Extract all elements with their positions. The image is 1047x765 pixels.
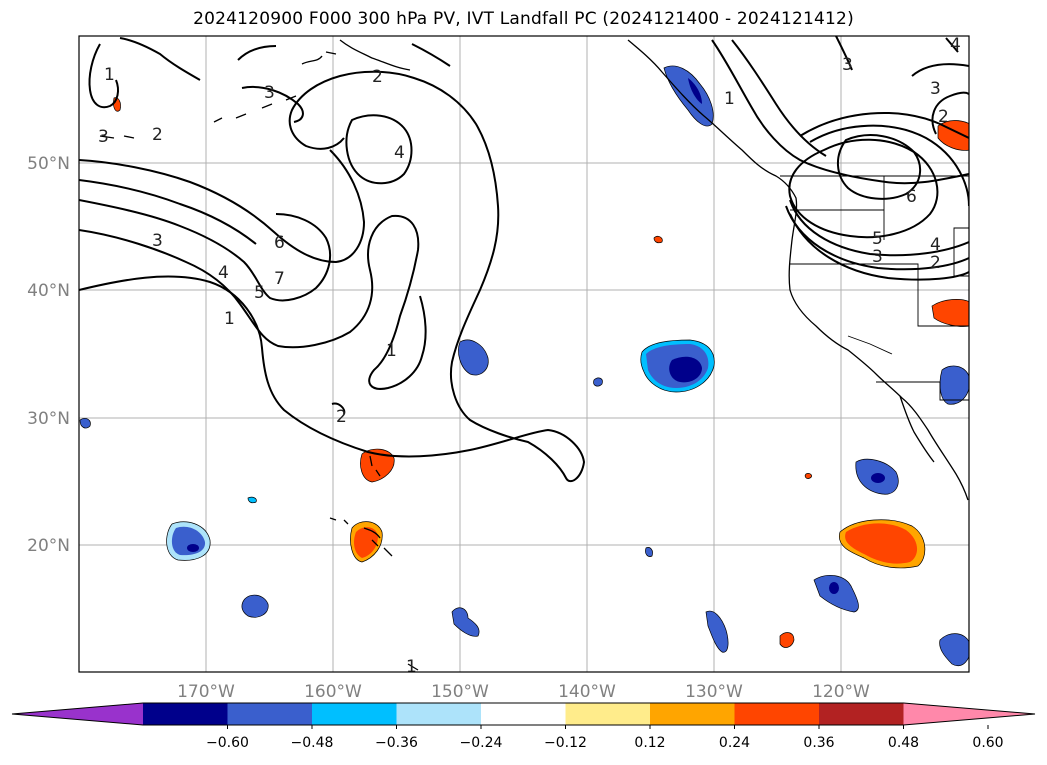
contour-label: 5 <box>872 229 883 249</box>
colorbar-tick-label: 0.48 <box>888 735 919 751</box>
colorbar-segment <box>734 703 820 725</box>
colorbar-segment <box>143 703 228 725</box>
colorbar-segment <box>312 703 397 725</box>
contour-label: 3 <box>98 127 109 147</box>
colorbar-extend-low <box>12 703 143 725</box>
lon-label: 160°W <box>304 682 362 702</box>
colorbar-outline <box>11 702 1036 726</box>
map-title: 2024120900 F000 300 hPa PV, IVT Landfall… <box>193 9 854 29</box>
contour-label: 1 <box>224 309 235 329</box>
lon-label: 120°W <box>812 682 870 702</box>
colorbar-tick-label: −0.60 <box>206 735 249 751</box>
coastlines <box>99 39 969 671</box>
pv-contour-labels: 1 3 2 3 2 4 3 4 5 6 7 1 1 2 1 3 2 3 4 6 … <box>98 35 961 677</box>
contour-label: 4 <box>930 235 941 255</box>
lat-label: 20°N <box>27 536 70 556</box>
contour-label: 3 <box>152 231 163 251</box>
colorbar: −0.60 −0.48 −0.36 −0.24 −0.12 0.12 0.24 0.36 0.4… <box>11 702 1036 751</box>
latitude-labels: 50°N 40°N 30°N 20°N <box>27 154 70 556</box>
contour-label: 1 <box>724 89 735 109</box>
lon-label: 140°W <box>558 682 616 702</box>
lon-label: 130°W <box>685 682 743 702</box>
contour-label: 3 <box>930 79 941 99</box>
map-plot-area <box>79 36 969 672</box>
colorbar-segment <box>819 703 904 725</box>
colorbar-tick-label: 0.12 <box>634 735 665 751</box>
lat-label: 50°N <box>27 154 70 174</box>
contour-label: 1 <box>104 65 115 85</box>
colorbar-tick-label: −0.48 <box>291 735 334 751</box>
gridlines <box>79 36 969 672</box>
map-frame <box>78 35 970 673</box>
contour-label: 4 <box>394 143 405 163</box>
colorbar-segment <box>565 703 651 725</box>
contour-label: 1 <box>386 341 397 361</box>
colorbar-tick-label: −0.12 <box>544 735 587 751</box>
ivt-anomaly-shading <box>79 65 969 667</box>
contour-label: 2 <box>930 253 941 273</box>
contour-label: 2 <box>152 125 163 145</box>
contour-label: 7 <box>274 269 285 289</box>
contour-label: 3 <box>842 55 853 75</box>
pv-contours <box>79 36 969 483</box>
lon-label: 150°W <box>431 682 489 702</box>
contour-label: 2 <box>336 407 347 427</box>
colorbar-segment <box>481 703 566 725</box>
lat-label: 30°N <box>27 409 70 429</box>
colorbar-segment <box>227 703 313 725</box>
contour-label: 6 <box>274 233 285 253</box>
contour-label: 3 <box>264 83 275 103</box>
lon-label: 170°W <box>177 682 235 702</box>
colorbar-segment <box>396 703 482 725</box>
contour-label: 2 <box>938 107 949 127</box>
contour-label: 4 <box>218 263 229 283</box>
contour-label: 6 <box>906 187 917 207</box>
contour-label: 5 <box>254 283 265 303</box>
colorbar-tick-label: −0.36 <box>375 735 418 751</box>
contour-label: 1 <box>406 657 417 677</box>
colorbar-tick-label: 0.60 <box>972 735 1003 751</box>
contour-label: 2 <box>372 67 383 87</box>
contour-label: 3 <box>872 247 883 267</box>
longitude-labels: 170°W 160°W 150°W 140°W 130°W 120°W <box>177 682 870 702</box>
colorbar-tick-label: −0.24 <box>460 735 503 751</box>
contour-label: 4 <box>950 35 961 55</box>
colorbar-tick-label: 0.24 <box>719 735 750 751</box>
lat-label: 40°N <box>27 281 70 301</box>
colorbar-extend-high <box>903 703 1035 725</box>
colorbar-tick-label: 0.36 <box>803 735 834 751</box>
colorbar-segment <box>650 703 735 725</box>
